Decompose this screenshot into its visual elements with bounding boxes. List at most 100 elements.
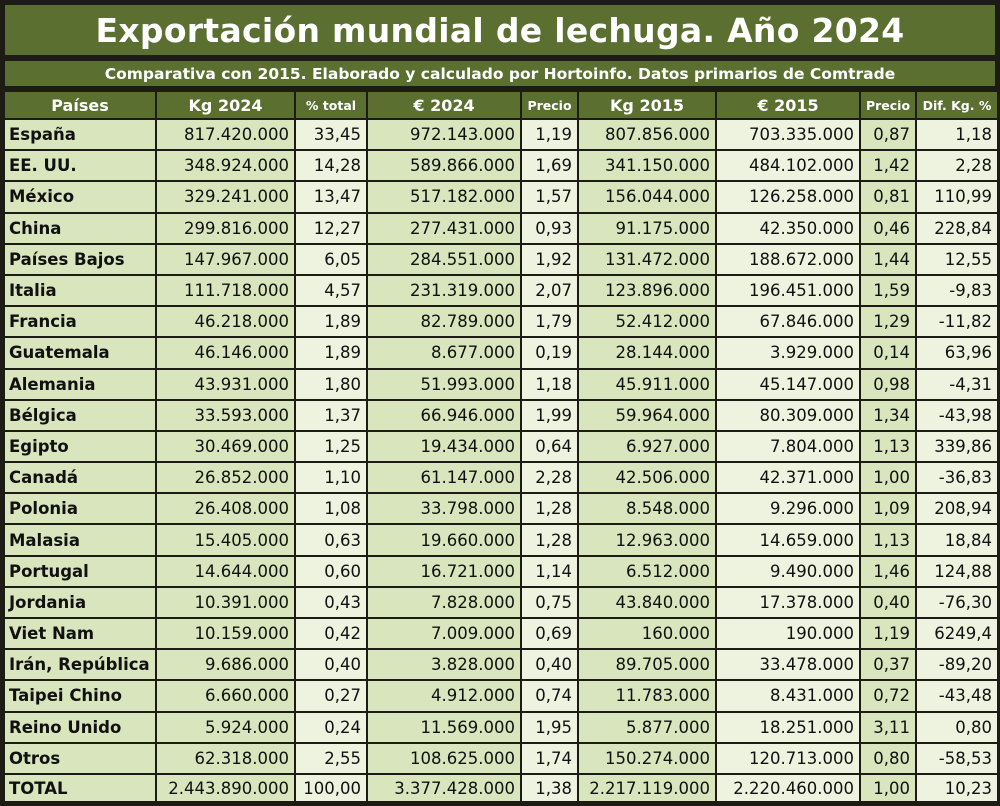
- cell-eur-2024: 7.009.000: [368, 619, 520, 649]
- cell-precio-2015: 0,81: [861, 182, 915, 212]
- cell-precio-2024: 0,93: [522, 213, 577, 243]
- column-header-eur-2024: € 2024: [368, 92, 520, 118]
- cell-eur-2015: 17.378.000: [717, 587, 859, 617]
- cell-precio-2015: 1,09: [861, 494, 915, 524]
- cell-kg-2024: 299.816.000: [157, 213, 294, 243]
- cell-dif-kg: -89,20: [917, 650, 997, 680]
- cell-precio-2024: 1,28: [522, 525, 577, 555]
- cell-pct-total: 1,08: [296, 494, 366, 524]
- cell-eur-2024: 517.182.000: [368, 182, 520, 212]
- cell-pct-total: 14,28: [296, 151, 366, 181]
- cell-pais: Francia: [5, 307, 155, 337]
- cell-eur-2024: 589.866.000: [368, 151, 520, 181]
- cell-precio-2024: 1,18: [522, 369, 577, 399]
- cell-kg-2015: 11.783.000: [579, 681, 715, 711]
- table-row: Italia 111.718.000 4,57 231.319.000 2,07 123.…: [5, 275, 997, 306]
- cell-kg-2015: 6.927.000: [579, 431, 715, 462]
- cell-eur-2015: 45.147.000: [717, 369, 859, 399]
- column-header-kg-2024: Kg 2024: [157, 92, 294, 118]
- cell-eur-2024: 11.569.000: [368, 712, 520, 742]
- cell-eur-2024: 19.660.000: [368, 525, 520, 555]
- cell-kg-2015: 341.150.000: [579, 151, 715, 181]
- cell-pct-total: 1,10: [296, 463, 366, 493]
- cell-kg-2015: 91.175.000: [579, 213, 715, 243]
- cell-kg-2015: 45.911.000: [579, 369, 715, 399]
- table-row: Viet Nam 10.159.000 0,42 7.009.000 0,69 160.0…: [5, 619, 997, 649]
- cell-pais: Polonia: [5, 494, 155, 524]
- cell-pct-total: 0,27: [296, 681, 366, 711]
- cell-kg-2015: 5.877.000: [579, 712, 715, 742]
- table-row: Alemania 43.931.000 1,80 51.993.000 1,18 45.9…: [5, 369, 997, 399]
- cell-kg-2015: 131.472.000: [579, 244, 715, 274]
- cell-precio-2024: 1,19: [522, 120, 577, 150]
- cell-pais: Taipei Chino: [5, 681, 155, 711]
- cell-dif-kg: 18,84: [917, 525, 997, 555]
- cell-dif-kg: 1,18: [917, 120, 997, 150]
- table-row: Portugal 14.644.000 0,60 16.721.000 1,14 6.51…: [5, 556, 997, 586]
- cell-pais: Guatemala: [5, 338, 155, 368]
- cell-eur-2024: 61.147.000: [368, 463, 520, 493]
- cell-kg-2015: 6.512.000: [579, 556, 715, 586]
- table-row: España 817.420.000 33,45 972.143.000 1,19 807…: [5, 120, 997, 150]
- cell-precio-2024: 0,64: [522, 431, 577, 462]
- export-table-figure: Exportación mundial de lechuga. Año 2024…: [3, 3, 999, 803]
- cell-pais: Reino Unido: [5, 712, 155, 742]
- cell-dif-kg: 228,84: [917, 213, 997, 243]
- cell-kg-2024: 46.218.000: [157, 307, 294, 337]
- cell-precio-2024: 0,74: [522, 681, 577, 711]
- cell-dif-kg: 6249,4: [917, 619, 997, 649]
- cell-dif-kg: 208,94: [917, 494, 997, 524]
- cell-kg-2015: 89.705.000: [579, 650, 715, 680]
- cell-pais: China: [5, 213, 155, 243]
- cell-precio-2015: 1,19: [861, 619, 915, 649]
- cell-kg-2024: 43.931.000: [157, 369, 294, 399]
- cell-kg-2024: 30.469.000: [157, 431, 294, 462]
- cell-precio-2024: 1,57: [522, 182, 577, 212]
- cell-precio-2015: 1,29: [861, 307, 915, 337]
- cell-kg-2024: 5.924.000: [157, 712, 294, 742]
- table-row: Taipei Chino 6.660.000 0,27 4.912.000 0,74 11…: [5, 681, 997, 711]
- cell-eur-2015: 188.672.000: [717, 244, 859, 274]
- cell-kg-2015: 52.412.000: [579, 307, 715, 337]
- cell-pais: Malasia: [5, 525, 155, 555]
- column-header-kg-2015: Kg 2015: [579, 92, 715, 118]
- cell-eur-2015: 9.490.000: [717, 556, 859, 586]
- cell-precio-2024: 0,19: [522, 338, 577, 368]
- cell-precio-2015: 3,11: [861, 712, 915, 742]
- cell-precio-2015: 1,42: [861, 151, 915, 181]
- cell-kg-2015: 150.274.000: [579, 743, 715, 773]
- cell-pct-total: 0,43: [296, 587, 366, 617]
- cell-pais: Jordania: [5, 587, 155, 617]
- cell-eur-2024: 231.319.000: [368, 275, 520, 306]
- cell-pct-total: 1,89: [296, 307, 366, 337]
- table-total-row: TOTAL 2.443.890.000 100,00 3.377.428.000 1,3…: [5, 775, 997, 801]
- cell-pct-total: 1,25: [296, 431, 366, 462]
- column-header-paises: Países: [5, 92, 155, 118]
- cell-precio-2015: 1,13: [861, 525, 915, 555]
- table-row: Egipto 30.469.000 1,25 19.434.000 0,64 6.927.…: [5, 431, 997, 462]
- cell-eur-2024: 19.434.000: [368, 431, 520, 462]
- cell-pais: Países Bajos: [5, 244, 155, 274]
- cell-eur-2015: 42.371.000: [717, 463, 859, 493]
- cell-pais: Viet Nam: [5, 619, 155, 649]
- cell-precio-2015: 0,40: [861, 587, 915, 617]
- cell-precio-2024: 2,07: [522, 275, 577, 306]
- cell-precio-2024: 1,74: [522, 743, 577, 773]
- cell-eur-2024: 66.946.000: [368, 400, 520, 430]
- cell-pais: Irán, República I: [5, 650, 155, 680]
- cell-pais: Portugal: [5, 556, 155, 586]
- cell-kg-2024: 147.967.000: [157, 244, 294, 274]
- cell-eur-2024: 7.828.000: [368, 587, 520, 617]
- table-row: Países Bajos 147.967.000 6,05 284.551.000 1,…: [5, 244, 997, 274]
- cell-precio-2015: 1,44: [861, 244, 915, 274]
- cell-kg-2015: 2.217.119.000: [579, 775, 715, 801]
- cell-dif-kg: -58,53: [917, 743, 997, 773]
- cell-pais: Bélgica: [5, 400, 155, 430]
- column-header-dif-kg: Dif. Kg. %: [917, 92, 997, 118]
- cell-kg-2024: 9.686.000: [157, 650, 294, 680]
- cell-eur-2024: 82.789.000: [368, 307, 520, 337]
- cell-pct-total: 1,37: [296, 400, 366, 430]
- cell-precio-2015: 1,00: [861, 775, 915, 801]
- cell-precio-2015: 1,46: [861, 556, 915, 586]
- cell-precio-2015: 1,34: [861, 400, 915, 430]
